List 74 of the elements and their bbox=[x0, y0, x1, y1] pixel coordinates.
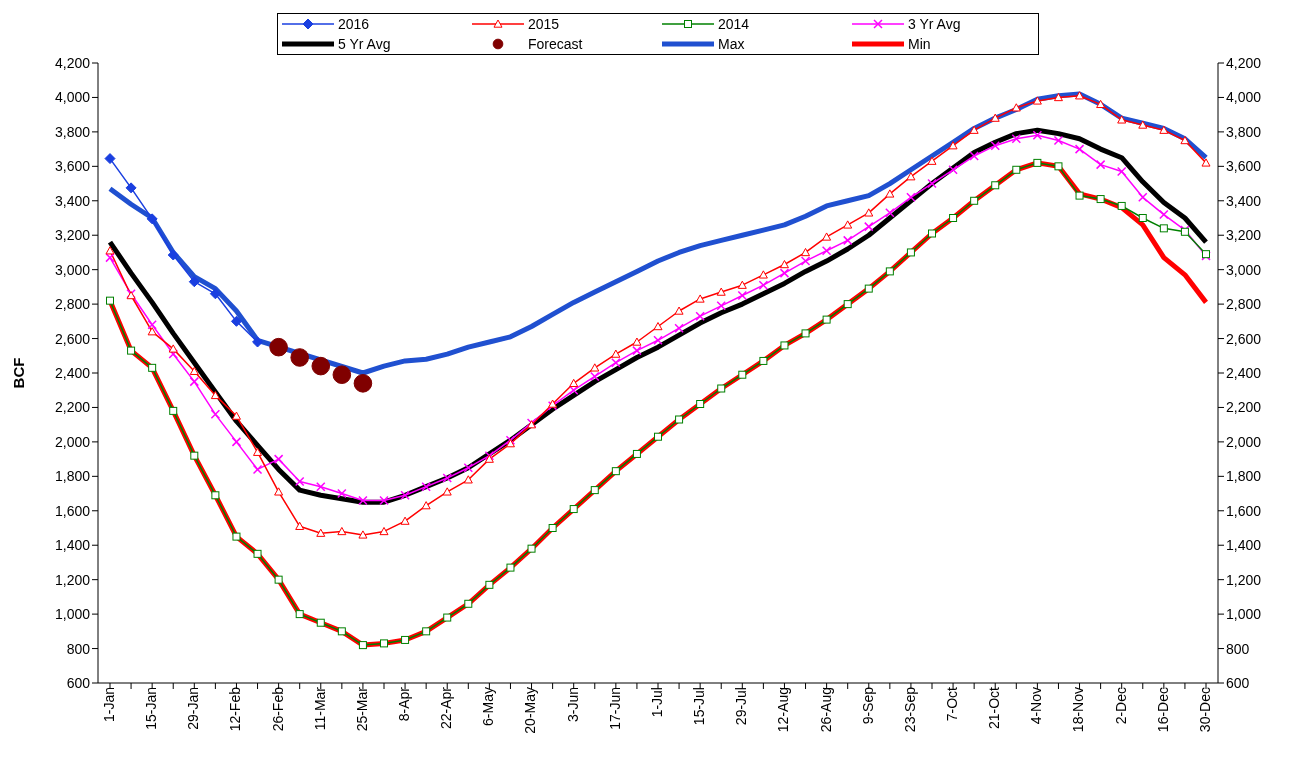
y-tick-label: 1,200 bbox=[54, 571, 91, 588]
x-tick-label: 1-Jan bbox=[100, 687, 117, 723]
y2-tick-label: 1,000 bbox=[1226, 606, 1262, 623]
y-tick-label: 3,200 bbox=[54, 227, 91, 244]
x-tick-label: 11-Mar bbox=[311, 686, 328, 731]
x-tick-label: 29-Jan bbox=[185, 687, 202, 730]
x-tick-label: 22-Apr bbox=[438, 686, 455, 730]
x-tick-label: 21-Oct bbox=[986, 686, 1003, 730]
y-tick-label: 2,600 bbox=[54, 330, 91, 347]
y2-tick-label: 2,600 bbox=[1226, 330, 1262, 347]
x-tick-label: 25-Mar bbox=[353, 686, 370, 732]
legend-label: 3 Yr Avg bbox=[908, 16, 961, 32]
x-tick-label: 17-Jun bbox=[606, 687, 623, 730]
y2-tick-label: 1,200 bbox=[1226, 571, 1262, 588]
legend-label: 2014 bbox=[718, 16, 750, 32]
y2-tick-label: 4,200 bbox=[1226, 54, 1262, 71]
x-tick-label: 4-Nov bbox=[1028, 687, 1045, 725]
y-tick-label: 2,200 bbox=[54, 399, 91, 416]
x-tick-label: 12-Feb bbox=[227, 686, 244, 732]
y-tick-label: 3,400 bbox=[54, 192, 91, 209]
y-tick-label: 1,000 bbox=[54, 606, 91, 623]
x-tick-label: 15-Jan bbox=[143, 687, 160, 730]
y-axis-title: BCF bbox=[10, 357, 28, 389]
x-tick-label: 23-Sep bbox=[901, 686, 918, 733]
y2-tick-label: 600 bbox=[1226, 674, 1250, 691]
x-tick-label: 8-Apr bbox=[396, 686, 413, 722]
y2-tick-label: 4,000 bbox=[1226, 89, 1262, 106]
legend-label: 2015 bbox=[528, 16, 560, 32]
y2-tick-label: 3,800 bbox=[1226, 123, 1262, 140]
x-tick-label: 26-Feb bbox=[269, 686, 286, 732]
y2-tick-label: 1,600 bbox=[1226, 502, 1262, 519]
y-tick-label: 2,400 bbox=[54, 364, 91, 381]
legend-label: Forecast bbox=[528, 36, 583, 52]
y-tick-label: 2,800 bbox=[54, 296, 91, 313]
x-tick-label: 16-Dec bbox=[1154, 687, 1171, 733]
x-tick-label: 2-Dec bbox=[1112, 687, 1129, 725]
y2-tick-label: 2,800 bbox=[1226, 296, 1262, 313]
y2-tick-label: 3,000 bbox=[1226, 261, 1262, 278]
x-tick-label: 1-Jul bbox=[648, 687, 665, 718]
legend-label: Min bbox=[908, 36, 931, 52]
y-tick-label: 4,200 bbox=[54, 54, 91, 71]
y2-tick-label: 2,200 bbox=[1226, 399, 1262, 416]
y-tick-label: 1,800 bbox=[54, 468, 91, 485]
x-tick-label: 29-Jul bbox=[733, 687, 750, 726]
x-tick-label: 20-May bbox=[522, 687, 539, 734]
y-tick-label: 4,000 bbox=[54, 89, 91, 106]
y-tick-label: 1,400 bbox=[54, 537, 91, 554]
x-tick-label: 15-Jul bbox=[691, 687, 708, 726]
x-tick-label: 18-Nov bbox=[1070, 687, 1087, 733]
y2-tick-label: 2,000 bbox=[1226, 433, 1262, 450]
legend-label: 2016 bbox=[338, 16, 370, 32]
y-tick-label: 3,000 bbox=[54, 261, 91, 278]
y2-tick-label: 1,800 bbox=[1226, 468, 1262, 485]
y-tick-label: 2,000 bbox=[54, 433, 91, 450]
x-tick-label: 30-Dec bbox=[1196, 687, 1213, 733]
x-tick-label: 26-Aug bbox=[817, 687, 834, 733]
y-tick-label: 3,600 bbox=[54, 158, 91, 175]
x-tick-label: 9-Sep bbox=[859, 686, 876, 725]
y-tick-label: 600 bbox=[66, 674, 91, 691]
x-tick-label: 7-Oct bbox=[944, 686, 961, 722]
y2-tick-label: 3,200 bbox=[1226, 227, 1262, 244]
y2-tick-label: 800 bbox=[1226, 640, 1250, 657]
x-tick-label: 6-May bbox=[480, 687, 497, 726]
x-tick-label: 3-Jun bbox=[564, 687, 581, 723]
y-tick-label: 1,600 bbox=[54, 502, 91, 519]
y-tick-label: 800 bbox=[66, 640, 91, 657]
y2-tick-label: 2,400 bbox=[1226, 364, 1262, 381]
y2-tick-label: 3,600 bbox=[1226, 158, 1262, 175]
x-tick-label: 12-Aug bbox=[775, 687, 792, 733]
y2-tick-label: 3,400 bbox=[1226, 192, 1262, 209]
legend-label: Max bbox=[718, 36, 745, 52]
y-tick-label: 3,800 bbox=[54, 123, 91, 140]
y2-tick-label: 1,400 bbox=[1226, 537, 1262, 554]
legend-label: 5 Yr Avg bbox=[338, 36, 391, 52]
